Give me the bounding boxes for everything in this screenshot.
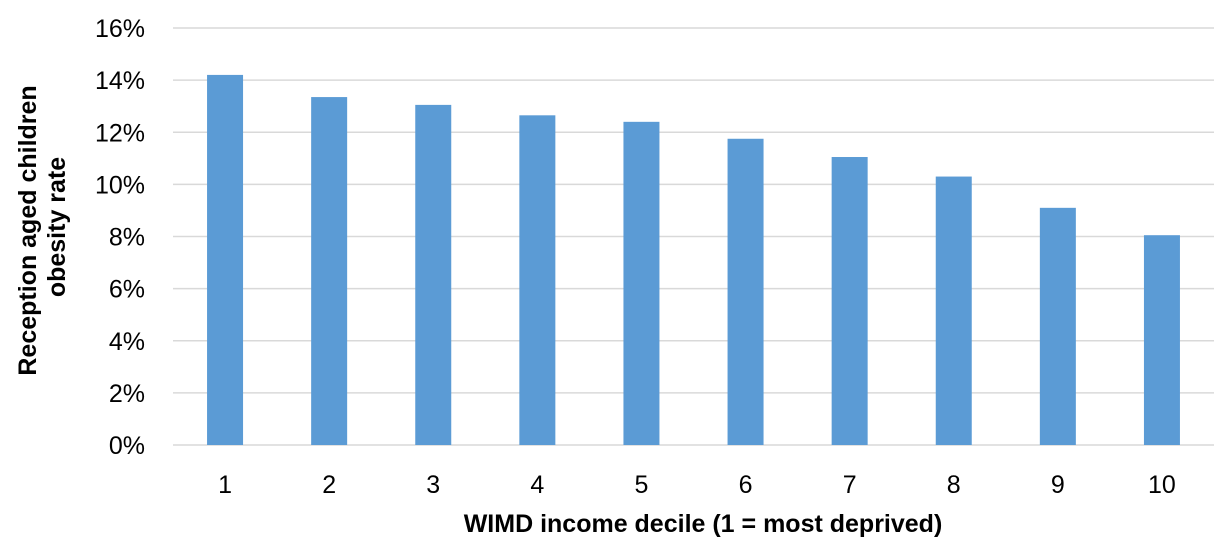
y-tick-label: 14%: [95, 67, 145, 95]
bar: [415, 104, 452, 446]
x-tick-label: 10: [1148, 471, 1176, 499]
bar: [207, 74, 244, 445]
y-tick-label: 2%: [109, 380, 145, 408]
bar: [935, 176, 972, 445]
x-tick-label: 4: [530, 471, 544, 499]
x-tick-label: 8: [947, 471, 961, 499]
bar: [311, 97, 348, 446]
bars: [207, 74, 1180, 446]
y-tick-label: 0%: [109, 432, 145, 460]
bar: [727, 138, 764, 445]
x-tick-label: 6: [739, 471, 753, 499]
x-tick-label: 1: [218, 471, 232, 499]
bar: [831, 157, 868, 445]
x-axis-title: WIMD income decile (1 = most deprived): [464, 510, 943, 538]
y-tick-label: 10%: [95, 171, 145, 199]
y-tick-label: 6%: [109, 276, 145, 304]
x-tick-label: 2: [322, 471, 336, 499]
bar: [519, 115, 556, 445]
y-tick-label: 12%: [95, 119, 145, 147]
x-tick-label: 3: [426, 471, 440, 499]
y-tick-labels: 0% 2% 4% 6% 8% 10% 12% 14% 16%: [95, 15, 145, 460]
y-tick-label: 4%: [109, 328, 145, 356]
bar: [1039, 207, 1076, 445]
x-tick-label: 5: [634, 471, 648, 499]
x-tick-labels: 1 2 3 4 5 6 7 8 9 10: [218, 471, 1176, 499]
x-tick-label: 7: [843, 471, 857, 499]
bar: [623, 121, 660, 445]
y-tick-label: 8%: [109, 224, 145, 252]
y-axis-title: Reception aged children obesity rate: [14, 78, 71, 375]
y-tick-label: 16%: [95, 15, 145, 43]
y-axis-title-line-1: Reception aged children: [14, 85, 42, 375]
bar: [1143, 235, 1180, 445]
x-tick-label: 9: [1051, 471, 1065, 499]
y-axis-title-line-2: obesity rate: [43, 157, 71, 297]
